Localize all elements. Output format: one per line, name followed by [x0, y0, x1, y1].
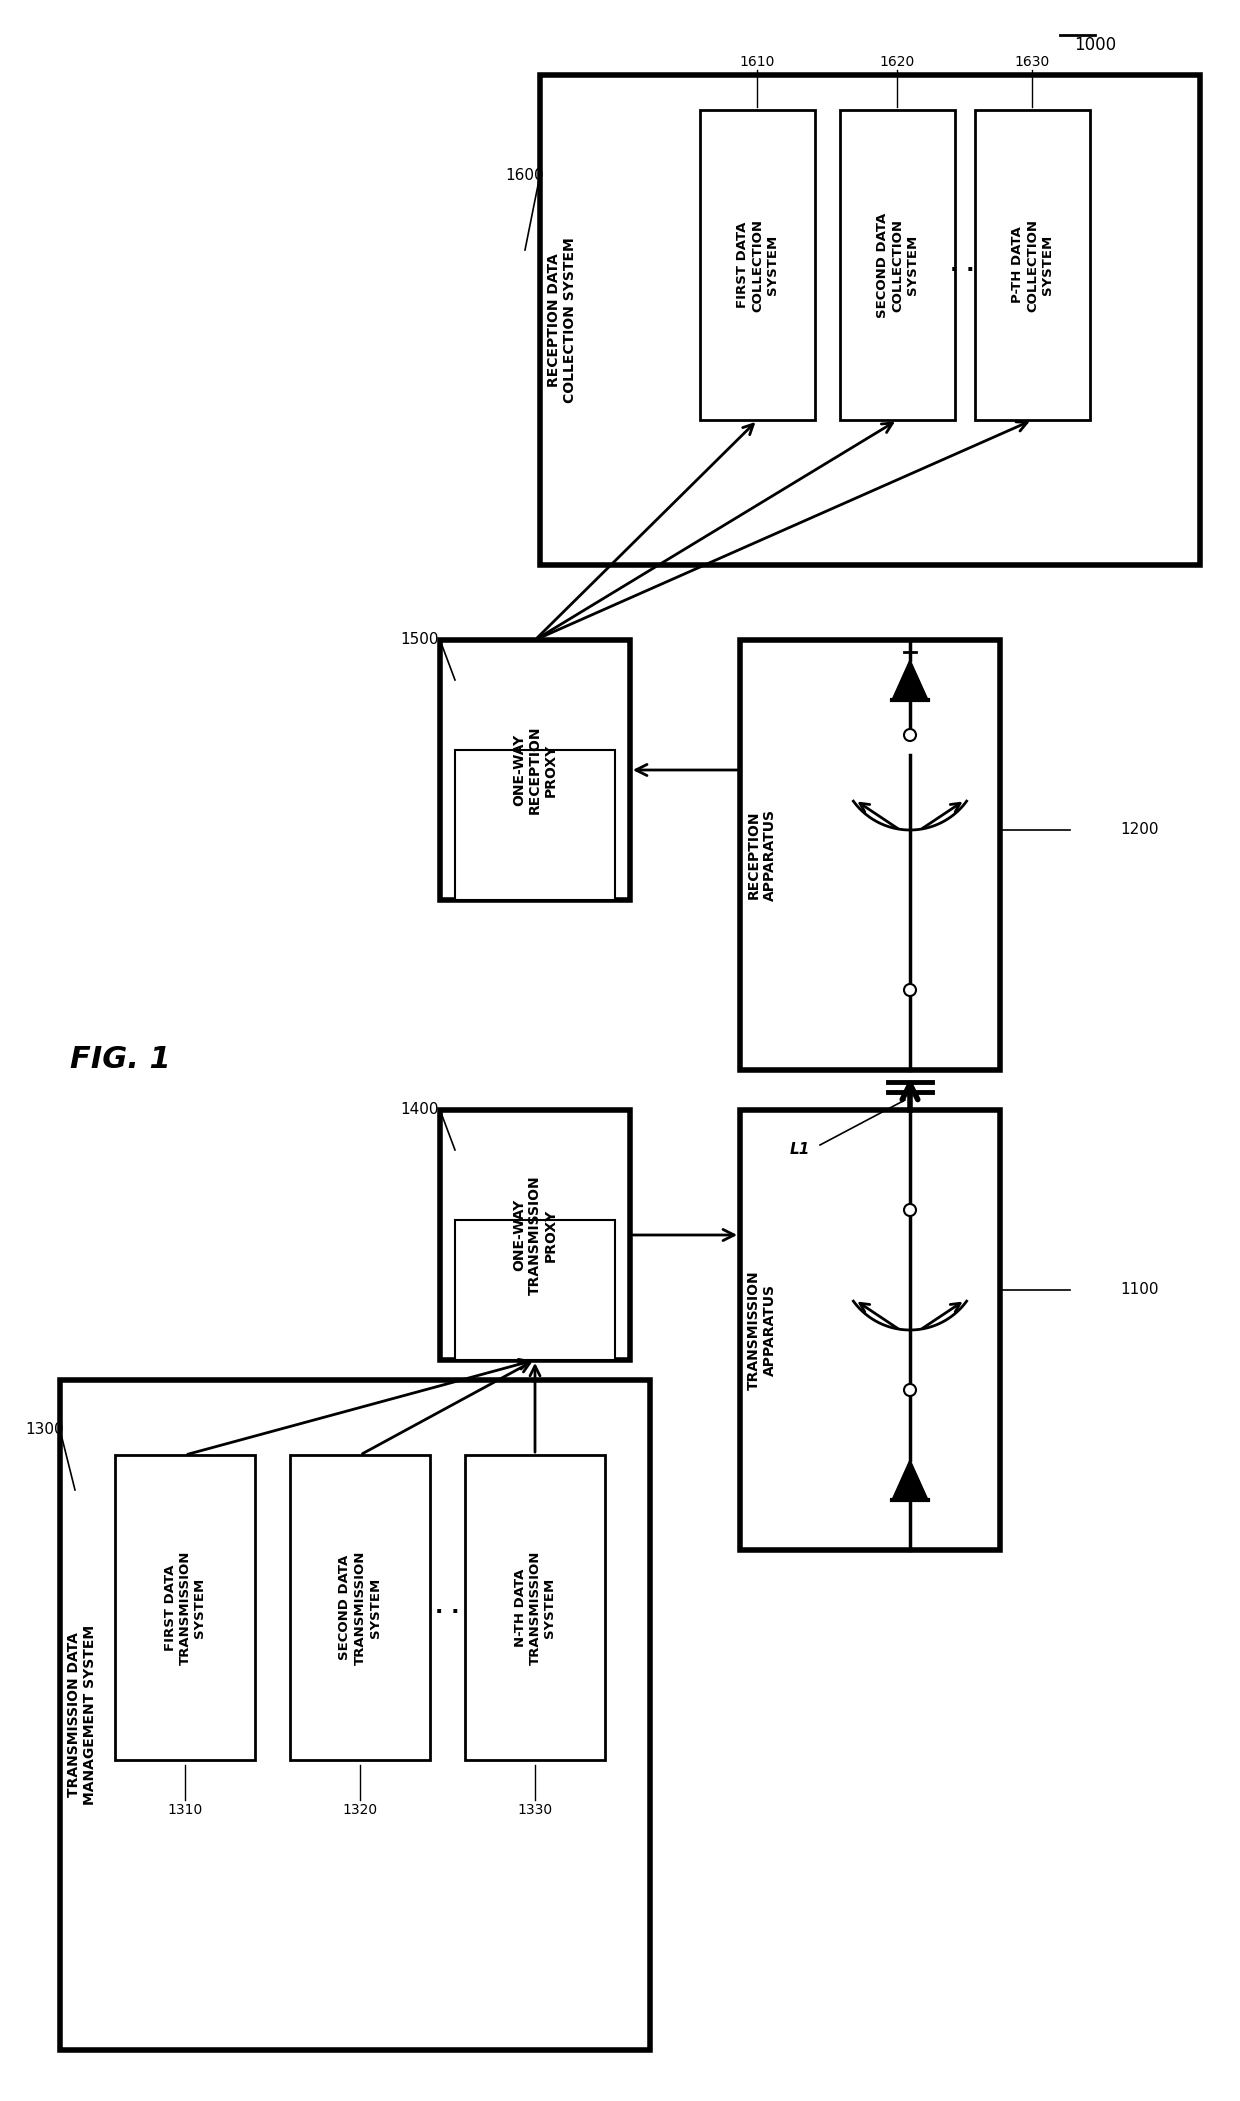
- Text: RECEPTION DATA
COLLECTION SYSTEM: RECEPTION DATA COLLECTION SYSTEM: [547, 237, 577, 403]
- Circle shape: [904, 1204, 916, 1216]
- Text: . .: . .: [435, 1597, 459, 1618]
- Bar: [290, 1456, 430, 1761]
- Text: 1610: 1610: [739, 55, 775, 69]
- Text: P-TH DATA
COLLECTION
SYSTEM: P-TH DATA COLLECTION SYSTEM: [1011, 219, 1054, 311]
- Bar: [455, 1221, 615, 1359]
- Text: 1600: 1600: [506, 168, 544, 183]
- Text: SECOND DATA
COLLECTION
SYSTEM: SECOND DATA COLLECTION SYSTEM: [875, 212, 919, 317]
- Text: 1300: 1300: [26, 1422, 64, 1437]
- Text: 1620: 1620: [879, 55, 915, 69]
- Text: 1310: 1310: [167, 1803, 202, 1817]
- Bar: [839, 109, 955, 420]
- Text: TRANSMISSION DATA
MANAGEMENT SYSTEM: TRANSMISSION DATA MANAGEMENT SYSTEM: [67, 1624, 97, 1805]
- Circle shape: [904, 729, 916, 742]
- Text: L1: L1: [790, 1143, 810, 1158]
- Text: 1100: 1100: [1121, 1282, 1159, 1298]
- Text: 1630: 1630: [1014, 55, 1049, 69]
- Circle shape: [904, 1385, 916, 1395]
- Bar: [701, 109, 815, 420]
- Text: RECEPTION
APPARATUS: RECEPTION APPARATUS: [746, 809, 777, 901]
- Text: FIRST DATA
COLLECTION
SYSTEM: FIRST DATA COLLECTION SYSTEM: [737, 219, 779, 311]
- Bar: [60, 1380, 650, 2051]
- Text: 1330: 1330: [517, 1803, 553, 1817]
- Bar: [539, 76, 1200, 565]
- Text: N-TH DATA
TRANSMISSION
SYSTEM: N-TH DATA TRANSMISSION SYSTEM: [513, 1551, 557, 1664]
- Text: . .: . .: [950, 254, 975, 275]
- Text: 1200: 1200: [1121, 821, 1159, 838]
- Text: 1320: 1320: [342, 1803, 377, 1817]
- Text: FIG. 1: FIG. 1: [69, 1046, 170, 1074]
- Bar: [740, 1109, 999, 1551]
- Text: TRANSMISSION
APPARATUS: TRANSMISSION APPARATUS: [746, 1271, 777, 1391]
- Text: 1000: 1000: [1074, 36, 1116, 55]
- Circle shape: [904, 983, 916, 996]
- Polygon shape: [892, 660, 928, 700]
- Text: 1500: 1500: [401, 632, 439, 647]
- Bar: [455, 750, 615, 899]
- Bar: [115, 1456, 255, 1761]
- Text: FIRST DATA
TRANSMISSION
SYSTEM: FIRST DATA TRANSMISSION SYSTEM: [164, 1551, 207, 1664]
- Text: 1400: 1400: [401, 1103, 439, 1118]
- Bar: [975, 109, 1090, 420]
- Bar: [740, 641, 999, 1069]
- Bar: [465, 1456, 605, 1761]
- Polygon shape: [892, 1460, 928, 1500]
- Bar: [440, 1109, 630, 1359]
- Text: ONE-WAY
RECEPTION
PROXY: ONE-WAY RECEPTION PROXY: [512, 725, 558, 815]
- Text: SECOND DATA
TRANSMISSION
SYSTEM: SECOND DATA TRANSMISSION SYSTEM: [339, 1551, 382, 1664]
- Bar: [440, 641, 630, 899]
- Text: ONE-WAY
TRANSMISSION
PROXY: ONE-WAY TRANSMISSION PROXY: [512, 1174, 558, 1294]
